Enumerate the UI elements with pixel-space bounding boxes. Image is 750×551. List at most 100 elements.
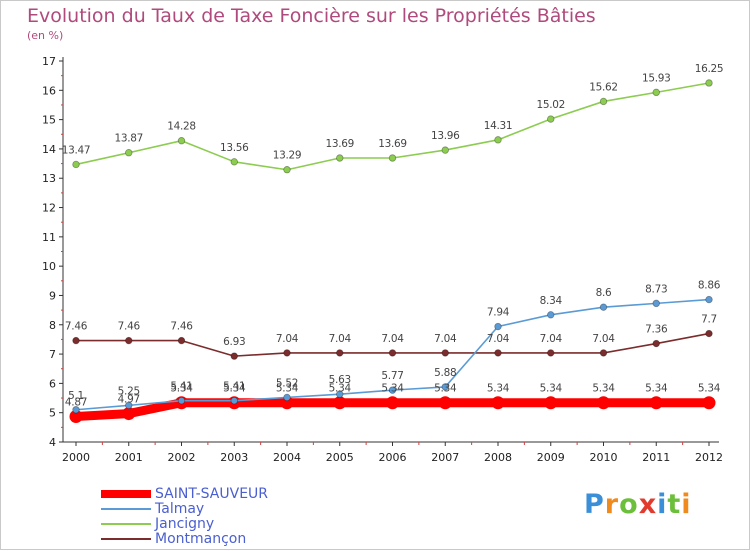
data-label: 8.34 (540, 295, 563, 307)
x-tick-label: 2008 (484, 451, 512, 464)
y-tick-label: 6 (49, 377, 56, 390)
data-point (336, 154, 344, 162)
data-point (72, 160, 80, 169)
data-point (388, 349, 397, 357)
data-label: 14.31 (484, 120, 513, 132)
data-point (177, 396, 186, 405)
data-label: 7.04 (487, 333, 510, 345)
data-label: 8.86 (698, 280, 721, 292)
data-label: 13.96 (431, 130, 460, 142)
y-axis-unit-label: (en %) (27, 29, 64, 42)
legend-swatch (101, 523, 151, 525)
x-tick-label: 2000 (62, 451, 90, 464)
x-tick-label: 2012 (695, 451, 723, 464)
data-point (652, 88, 660, 97)
data-point (122, 407, 136, 421)
data-label: 4.87 (65, 397, 87, 409)
y-tick-label: 14 (42, 143, 56, 156)
y-tick-label: 11 (42, 231, 56, 244)
data-point (336, 349, 344, 357)
data-label: 4.97 (118, 394, 140, 406)
x-tick-label: 2009 (537, 451, 565, 464)
y-tick-label: 12 (42, 202, 56, 215)
data-point (544, 396, 558, 410)
y-tick-label: 17 (42, 55, 56, 68)
logo-letter: i (657, 489, 668, 520)
data-label: 8.73 (645, 283, 667, 295)
data-point (494, 349, 502, 357)
y-tick-label: 15 (42, 114, 56, 127)
data-point (177, 336, 186, 345)
x-tick-label: 2001 (115, 451, 143, 464)
chart-axes: 4 5 6 7 8 9 10 11 12 13 14 15 16 17 2000 2001 2002 2003 20… (42, 55, 723, 464)
x-tick-label: 2006 (379, 451, 407, 464)
data-label: 13.69 (325, 138, 354, 150)
data-label: 5.25 (118, 385, 140, 397)
data-label: 13.47 (62, 144, 91, 156)
data-label: 13.69 (378, 138, 407, 150)
data-label: 5.63 (329, 374, 351, 386)
y-tick-label: 5 (49, 407, 56, 420)
series-lines (69, 79, 716, 424)
data-point (705, 79, 713, 87)
legend-label: Montmançon (155, 531, 247, 547)
data-point (177, 137, 186, 145)
data-label: 5.52 (276, 377, 298, 389)
data-label: 7.04 (434, 333, 457, 345)
x-tick-label: 2011 (642, 451, 670, 464)
data-point (283, 349, 291, 357)
data-point (69, 410, 83, 424)
data-label: 5.41 (223, 381, 245, 393)
legend-swatch (101, 508, 151, 510)
data-label: 13.56 (220, 142, 249, 154)
data-point (494, 136, 502, 144)
logo-letter: t (667, 489, 682, 520)
data-point (705, 329, 713, 338)
y-tick-label: 8 (49, 319, 56, 332)
data-label: 7.7 (701, 314, 717, 326)
data-point (547, 115, 555, 123)
data-point (72, 406, 80, 414)
data-label: 5.34 (540, 383, 563, 395)
data-point (438, 396, 452, 410)
proxiti-logo: Proxiti (584, 489, 692, 520)
data-label: 5.34 (381, 383, 404, 395)
x-tick-label: 2002 (168, 451, 196, 464)
x-tick-label: 2005 (326, 451, 354, 464)
data-point (125, 336, 133, 345)
data-point (547, 311, 555, 319)
data-label: 5.34 (645, 383, 668, 395)
chart-title: Evolution du Taux de Taxe Foncière sur l… (27, 5, 596, 27)
data-label: 5.34 (434, 383, 457, 395)
data-label: 5.41 (170, 381, 192, 393)
data-point (547, 349, 555, 357)
data-point (230, 158, 238, 166)
data-point (441, 349, 449, 357)
data-point (441, 383, 449, 391)
data-point (283, 166, 291, 174)
data-point (702, 396, 716, 410)
y-tick-label: 7 (49, 348, 56, 361)
logo-letter: x (638, 489, 658, 520)
data-point (280, 396, 294, 410)
legend-swatch (101, 538, 151, 540)
y-tick-label: 10 (42, 260, 56, 273)
y-tick-label: 16 (42, 84, 56, 97)
data-point (333, 396, 347, 410)
y-tick-label: 4 (49, 436, 56, 449)
data-label: 5.34 (592, 383, 615, 395)
data-label: 5.34 (698, 383, 721, 395)
data-label: 7.94 (487, 307, 510, 319)
data-label: 7.04 (540, 333, 563, 345)
data-point (649, 396, 663, 410)
data-label: 7.04 (592, 333, 615, 345)
data-label: 15.93 (642, 72, 671, 84)
logo-letter: r (604, 489, 620, 520)
data-point (230, 396, 238, 405)
data-label: 5.34 (170, 383, 193, 395)
data-point (597, 396, 610, 410)
data-label: 5.34 (276, 383, 299, 395)
data-point (388, 386, 397, 394)
